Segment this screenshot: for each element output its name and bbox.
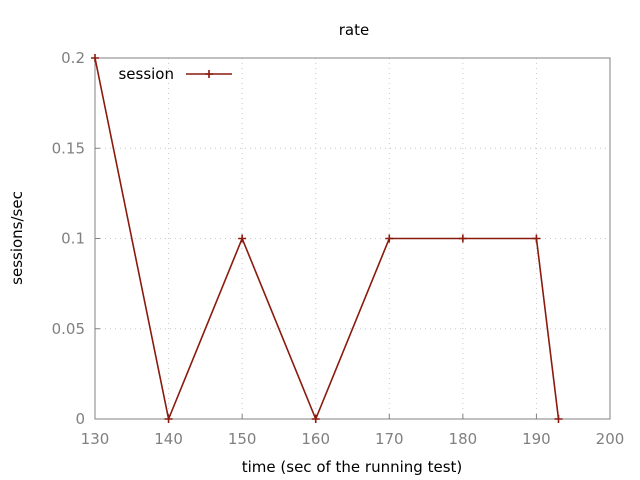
x-axis-title: time (sec of the running test) <box>242 458 463 476</box>
series-layer <box>91 54 563 423</box>
series-line-session <box>94 57 560 420</box>
y-tick-label: 0 <box>75 410 85 428</box>
y-tick-label: 0.1 <box>61 230 85 248</box>
data-point <box>532 234 541 243</box>
x-tick-label: 150 <box>228 430 257 448</box>
legend-marker-session <box>205 70 213 78</box>
data-point <box>238 234 247 243</box>
legend-label-session: session <box>118 65 174 83</box>
data-point <box>91 54 99 62</box>
data-point <box>164 415 173 423</box>
chart-title: rate <box>339 21 369 39</box>
y-axis-title: sessions/sec <box>8 191 26 285</box>
x-tick-label: 140 <box>154 430 183 448</box>
x-tick-label: 130 <box>81 430 110 448</box>
legend: session <box>118 65 232 83</box>
x-tick-label: 170 <box>375 430 404 448</box>
y-tick-label: 0.05 <box>52 320 85 338</box>
data-point <box>554 415 563 423</box>
data-point <box>385 234 394 243</box>
x-tick-label: 160 <box>301 430 330 448</box>
data-point <box>458 234 467 243</box>
axis-ticks: 130 140 150 160 170 180 190 200 0 0.05 0.1 0.15 0.2 <box>52 49 625 448</box>
x-tick-label: 180 <box>449 430 478 448</box>
x-tick-label: 190 <box>522 430 551 448</box>
x-tick-label: 200 <box>596 430 625 448</box>
data-point <box>311 415 320 423</box>
y-tick-label: 0.2 <box>61 49 85 67</box>
y-tick-label: 0.15 <box>52 139 85 157</box>
